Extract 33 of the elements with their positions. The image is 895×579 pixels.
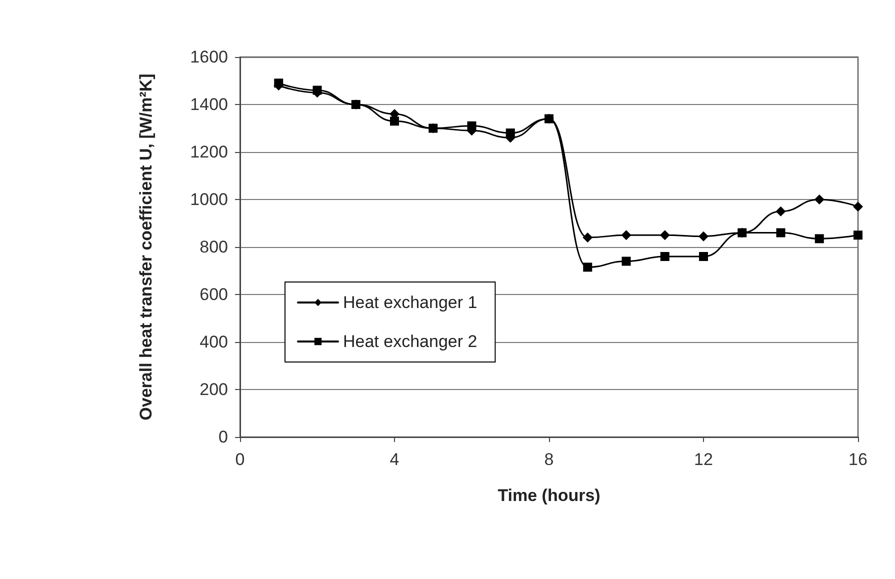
y-tick-label: 800 (200, 238, 228, 256)
y-axis-title: Overall heat transfer coefficient U, [W/m²K] (136, 74, 156, 420)
point (776, 228, 786, 238)
point (390, 116, 399, 126)
point (854, 230, 862, 240)
point (698, 231, 708, 242)
legend-label: Heat exchanger 1 (343, 293, 478, 312)
point (660, 230, 670, 240)
y-tick-label: 1600 (190, 48, 228, 66)
y-tick-label: 1000 (190, 190, 228, 209)
point (660, 252, 670, 261)
point (814, 194, 824, 204)
y-tick-label: 400 (200, 332, 228, 352)
point (583, 262, 592, 272)
y-tick-label: 0 (218, 428, 228, 446)
x-axis-title: Time (hours) (498, 486, 600, 505)
point (776, 206, 786, 216)
x-tick-label: 0 (235, 450, 245, 469)
x-tick-label: 12 (694, 450, 713, 469)
point (622, 256, 631, 266)
y-tick-label: 1200 (190, 142, 228, 162)
point (814, 234, 824, 244)
y-tick-label: 1400 (190, 95, 228, 114)
point (582, 232, 593, 242)
x-tick-label: 8 (544, 450, 554, 469)
y-tick-label: 200 (200, 380, 228, 399)
x-tick-label: 16 (848, 450, 868, 469)
point (621, 230, 632, 240)
legend-label: Heat exchanger 2 (343, 332, 478, 351)
y-tick-label: 600 (200, 285, 228, 304)
x-tick-label: 4 (390, 450, 400, 469)
point (699, 252, 708, 261)
point (853, 202, 863, 212)
